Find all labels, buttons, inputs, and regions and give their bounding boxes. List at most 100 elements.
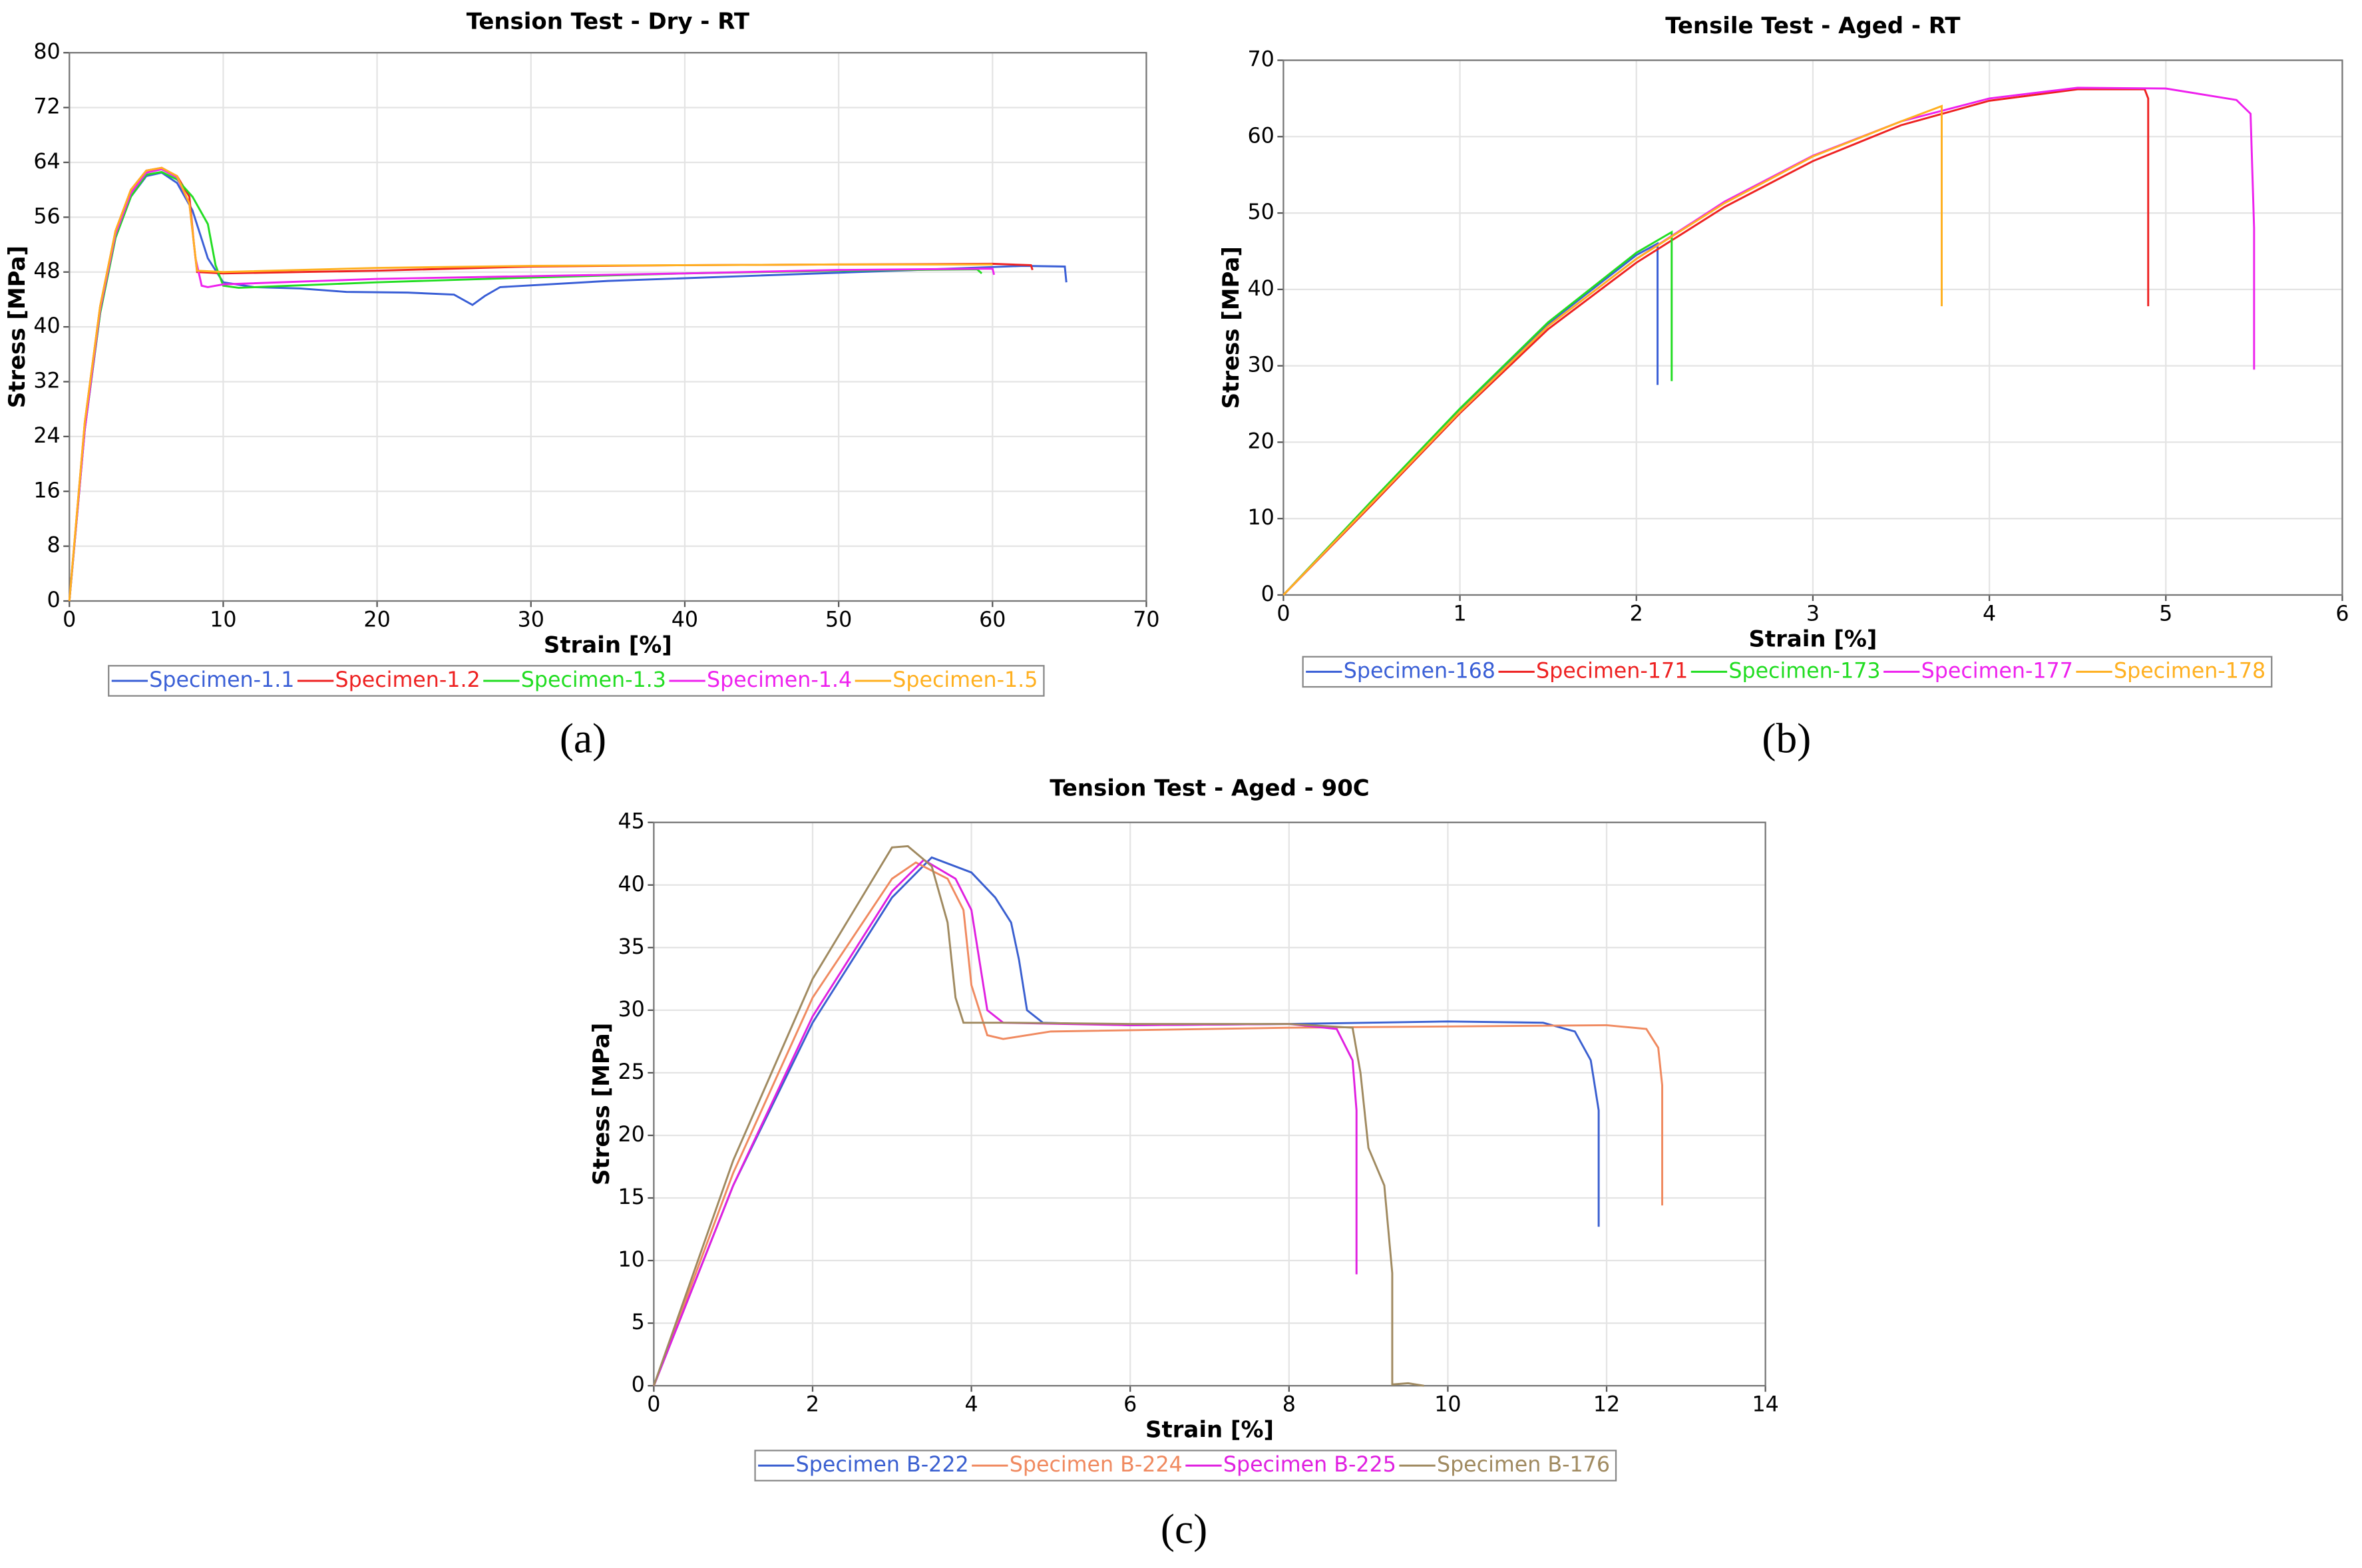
legend-label: Specimen-1.4 xyxy=(707,668,852,692)
x-tick-label: 60 xyxy=(979,608,1006,632)
series-line xyxy=(68,171,1068,602)
chart-title: Tension Test - Aged - 90C xyxy=(1050,775,1369,801)
y-tick-label: 80 xyxy=(33,40,60,64)
x-tick-label: 20 xyxy=(363,608,390,632)
x-tick-label: 14 xyxy=(1752,1393,1778,1417)
series-line xyxy=(1282,230,1673,596)
y-tick-label: 20 xyxy=(618,1123,644,1147)
series-line xyxy=(653,856,1600,1386)
y-tick-label: 40 xyxy=(33,314,60,338)
x-tick-label: 5 xyxy=(2159,602,2172,626)
y-tick-label: 40 xyxy=(1248,277,1275,301)
x-tick-label: 2 xyxy=(1630,602,1643,626)
series-line xyxy=(1282,242,1659,596)
x-tick-label: 40 xyxy=(672,608,698,632)
panel-label: (a) xyxy=(560,715,606,761)
legend: Specimen-168 Specimen-171 Specimen-173 Spec… xyxy=(1302,656,2273,688)
y-tick-label: 25 xyxy=(618,1060,644,1084)
legend-label: Specimen-178 xyxy=(2114,659,2265,683)
y-axis-label: Stress [MPa] xyxy=(4,246,31,408)
y-tick-label: 60 xyxy=(1248,124,1275,148)
panel-label: (c) xyxy=(1161,1505,1207,1552)
legend: Specimen-1.1 Specimen-1.2 Specimen-1.3 Spec… xyxy=(108,665,1045,697)
series-line xyxy=(68,168,996,602)
y-tick-label: 35 xyxy=(618,935,644,959)
x-tick-label: 4 xyxy=(1983,602,1996,626)
x-tick-label: 2 xyxy=(806,1393,819,1417)
x-tick-label: 0 xyxy=(647,1393,660,1417)
series-line xyxy=(652,861,1663,1386)
x-tick-label: 0 xyxy=(63,608,76,632)
y-tick-label: 24 xyxy=(33,424,60,448)
panel-label: (b) xyxy=(1762,715,1811,761)
y-axis-label: Stress [MPa] xyxy=(1218,246,1245,409)
x-tick-label: 50 xyxy=(825,608,852,632)
y-tick-label: 15 xyxy=(618,1185,644,1209)
series-line xyxy=(653,859,1358,1386)
x-tick-label: 30 xyxy=(518,608,544,632)
y-tick-label: 30 xyxy=(618,998,644,1022)
x-tick-label: 4 xyxy=(965,1393,978,1417)
y-tick-label: 8 xyxy=(47,534,61,558)
plot-frame xyxy=(653,821,1766,1387)
y-tick-label: 10 xyxy=(1248,506,1275,530)
x-tick-label: 8 xyxy=(1282,1393,1296,1417)
legend-label: Specimen-177 xyxy=(1921,659,2073,683)
y-tick-label: 40 xyxy=(618,873,644,896)
legend-box xyxy=(754,1450,1617,1481)
y-tick-label: 10 xyxy=(618,1248,644,1272)
x-tick-label: 6 xyxy=(1123,1393,1137,1417)
x-tick-label: 70 xyxy=(1133,608,1159,632)
legend-label: Specimen-1.1 xyxy=(149,668,294,692)
chart-title: Tensile Test - Aged - RT xyxy=(1665,13,1960,39)
x-tick-label: 0 xyxy=(1277,602,1290,626)
legend-label: Specimen-1.5 xyxy=(892,668,1038,692)
y-tick-label: 48 xyxy=(33,260,60,284)
y-tick-label: 20 xyxy=(1248,429,1275,453)
plot-frame xyxy=(69,52,1147,602)
chart: 0 10 20 30 40 50 60 70 0 8 16 24 32 40 48 56 64 72 80 Tensi… xyxy=(4,8,1160,761)
chart: 0 2 4 6 8 10 12 14 0 5 10 15 20 25 30 35 40 45 Tension Tes… xyxy=(588,775,1779,1552)
y-tick-label: 64 xyxy=(33,150,60,174)
y-tick-label: 5 xyxy=(632,1310,645,1334)
legend-label: Specimen-168 xyxy=(1344,659,1495,683)
x-axis-label: Strain [%] xyxy=(1145,1417,1274,1444)
y-tick-label: 16 xyxy=(33,479,60,502)
legend-label: Specimen-171 xyxy=(1536,659,1688,683)
series-line xyxy=(68,166,993,602)
series-line xyxy=(1282,104,1943,596)
y-tick-label: 0 xyxy=(1261,582,1275,606)
legend-label: Specimen-1.2 xyxy=(335,668,481,692)
y-tick-label: 56 xyxy=(33,204,60,228)
series-line xyxy=(68,166,1034,602)
y-tick-label: 32 xyxy=(33,369,60,393)
legend-label: Specimen B-222 xyxy=(796,1453,969,1477)
legend-label: Specimen-173 xyxy=(1728,659,1880,683)
y-tick-label: 30 xyxy=(1248,353,1275,377)
y-axis-label: Stress [MPa] xyxy=(588,1023,615,1185)
x-tick-label: 1 xyxy=(1453,602,1466,626)
x-tick-label: 6 xyxy=(2335,602,2349,626)
chart-title: Tension Test - Dry - RT xyxy=(467,8,749,35)
y-tick-label: 0 xyxy=(632,1373,645,1397)
x-axis-label: Strain [%] xyxy=(544,632,672,658)
x-tick-label: 12 xyxy=(1593,1393,1620,1417)
series-line xyxy=(68,170,983,602)
x-tick-label: 3 xyxy=(1806,602,1820,626)
legend: Specimen B-222 Specimen B-224 Specimen B-2… xyxy=(754,1450,1617,1481)
y-tick-label: 0 xyxy=(47,588,61,612)
y-tick-label: 45 xyxy=(618,810,644,834)
legend-label: Specimen B-225 xyxy=(1223,1453,1396,1477)
legend-label: Specimen-1.3 xyxy=(521,668,666,692)
y-tick-label: 70 xyxy=(1248,48,1275,72)
legend-label: Specimen B-176 xyxy=(1437,1453,1610,1477)
legend-label: Specimen B-224 xyxy=(1010,1453,1183,1477)
x-tick-label: 10 xyxy=(1434,1393,1461,1417)
x-axis-label: Strain [%] xyxy=(1748,626,1877,652)
plot-frame xyxy=(1282,59,2343,596)
y-tick-label: 50 xyxy=(1248,200,1275,224)
y-tick-label: 72 xyxy=(33,95,60,119)
